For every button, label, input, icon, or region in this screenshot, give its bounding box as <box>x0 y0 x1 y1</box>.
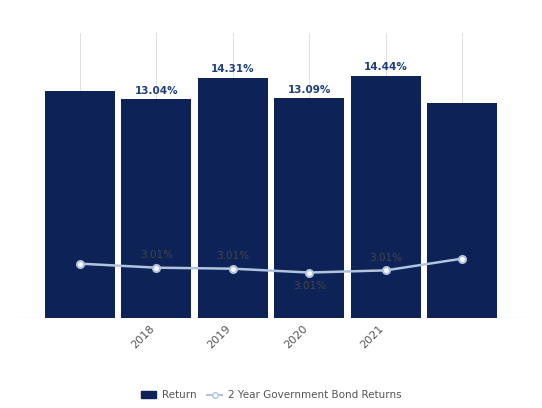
Bar <box>427 103 498 318</box>
Text: 14.44%: 14.44% <box>364 62 408 72</box>
Text: 13.09%: 13.09% <box>288 85 331 95</box>
Text: 3.01%: 3.01% <box>216 251 249 261</box>
Text: 3.01%: 3.01% <box>293 281 326 291</box>
Text: 3.01%: 3.01% <box>140 250 173 260</box>
Text: 13.04%: 13.04% <box>134 86 178 96</box>
Bar <box>351 75 421 318</box>
Bar <box>121 99 191 318</box>
Legend: Return, 2 Year Government Bond Returns: Return, 2 Year Government Bond Returns <box>137 386 405 404</box>
Bar <box>274 98 345 318</box>
Bar <box>44 91 115 318</box>
Text: 3.01%: 3.01% <box>369 253 402 263</box>
Text: 14.31%: 14.31% <box>211 64 255 75</box>
Bar <box>197 78 268 318</box>
